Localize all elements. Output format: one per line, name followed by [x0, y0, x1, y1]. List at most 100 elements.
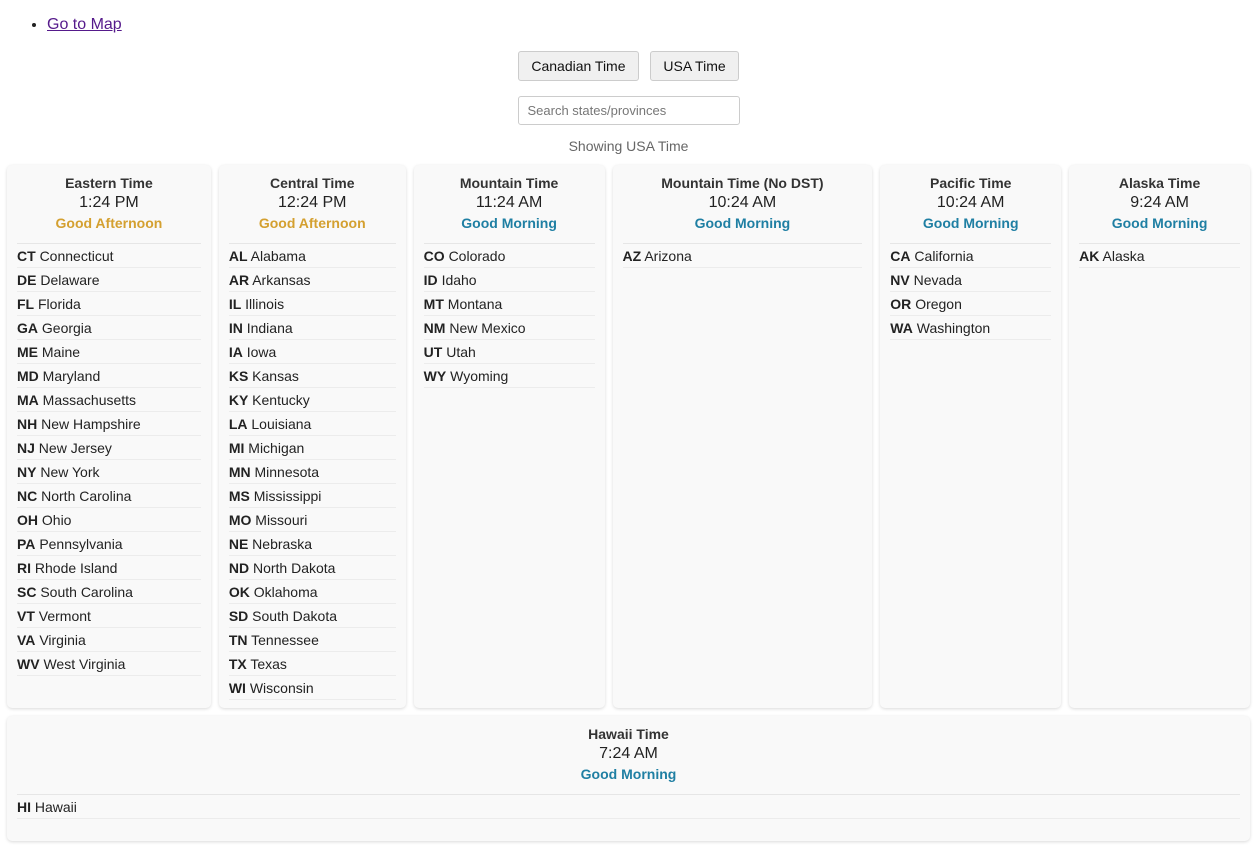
state-name: Montana [447, 296, 503, 312]
zone-name: Pacific Time [929, 175, 1012, 191]
state-item: DE Delaware [17, 268, 201, 292]
state-code: TN [228, 632, 248, 648]
zone-name: Hawaii Time [588, 726, 669, 742]
state-name: Oklahoma [253, 584, 318, 600]
state-code: NE [228, 536, 249, 552]
state-item: OR Oregon [890, 292, 1052, 316]
state-name: Missouri [255, 512, 308, 528]
state-code: VT [17, 608, 35, 624]
state-list: AL Alabama AR Arkansas IL Illinois IN India… [228, 244, 396, 700]
state-name: Wyoming [450, 368, 509, 384]
state-code: AR [228, 272, 250, 288]
canadian-time-button[interactable]: Canadian Time [518, 51, 639, 81]
state-name: Utah [446, 344, 476, 360]
state-item: PA Pennsylvania [17, 532, 201, 556]
state-code: MI [228, 440, 245, 456]
state-item: OH Ohio [17, 508, 201, 532]
state-item: UT Utah [423, 340, 595, 364]
state-item: GA Georgia [17, 316, 201, 340]
zone-greeting: Good Afternoon [17, 215, 201, 244]
state-name: Washington [916, 320, 991, 336]
state-name: Illinois [245, 296, 285, 312]
zone-time: 1:24 PM [79, 194, 139, 211]
state-code: NY [17, 464, 37, 480]
state-code: NM [423, 320, 446, 336]
state-code: OH [17, 512, 38, 528]
state-code: AL [228, 248, 248, 264]
state-name: South Dakota [252, 608, 338, 624]
state-item: RI Rhode Island [17, 556, 201, 580]
state-list: CA California NV Nevada OR Oregon WA Washin… [890, 244, 1052, 340]
state-item: ND North Dakota [228, 556, 396, 580]
state-item: MO Missouri [228, 508, 396, 532]
state-code: OR [890, 296, 912, 312]
state-item: NJ New Jersey [17, 436, 201, 460]
state-code: WV [17, 656, 40, 672]
state-name: New York [40, 464, 100, 480]
state-code: DE [17, 272, 37, 288]
state-name: Hawaii [34, 799, 77, 815]
search-container [0, 96, 1257, 125]
go-to-map-link[interactable]: Go to Map [47, 16, 122, 33]
state-item: IA Iowa [228, 340, 396, 364]
state-code: NV [890, 272, 910, 288]
state-item: MD Maryland [17, 364, 201, 388]
state-code: HI [17, 799, 31, 815]
state-item: NH New Hampshire [17, 412, 201, 436]
state-name: Kentucky [252, 392, 310, 408]
state-item: CO Colorado [423, 244, 595, 268]
country-toggle: Canadian Time USA Time [0, 51, 1257, 81]
state-item: LA Louisiana [228, 412, 396, 436]
state-name: Massachusetts [42, 392, 137, 408]
state-code: WI [228, 680, 246, 696]
state-name: Minnesota [254, 464, 320, 480]
state-code: CO [423, 248, 445, 264]
state-name: Rhode Island [34, 560, 118, 576]
zone-greeting: Good Morning [17, 766, 1240, 795]
state-name: West Virginia [43, 656, 126, 672]
state-item: AR Arkansas [228, 268, 396, 292]
state-code: MD [17, 368, 39, 384]
state-item: SD South Dakota [228, 604, 396, 628]
zone-name: Eastern Time [65, 175, 153, 191]
state-item: WY Wyoming [423, 364, 595, 388]
state-name: Mississippi [253, 488, 322, 504]
state-item: NE Nebraska [228, 532, 396, 556]
state-item: MT Montana [423, 292, 595, 316]
state-code: KS [228, 368, 249, 384]
state-name: New Jersey [38, 440, 112, 456]
state-item: MN Minnesota [228, 460, 396, 484]
state-code: OK [228, 584, 250, 600]
state-name: Idaho [441, 272, 477, 288]
state-name: North Dakota [252, 560, 336, 576]
state-code: MS [228, 488, 250, 504]
zone-time: 11:24 AM [475, 194, 543, 211]
state-item: WA Washington [890, 316, 1052, 340]
timezone-card: Central Time 12:24 PM Good Afternoon AL Ala… [218, 165, 406, 708]
state-name: Florida [38, 296, 81, 312]
state-name: California [914, 248, 974, 264]
state-name: Delaware [40, 272, 100, 288]
search-input[interactable] [517, 96, 740, 125]
state-name: Indiana [246, 320, 293, 336]
state-item: KY Kentucky [228, 388, 396, 412]
state-item: MS Mississippi [228, 484, 396, 508]
state-list: HI Hawaii [17, 795, 1240, 819]
state-name: Oregon [915, 296, 962, 312]
state-item: IN Indiana [228, 316, 396, 340]
timezone-card: Pacific Time 10:24 AM Good Morning CA Calif… [880, 165, 1062, 708]
zone-greeting: Good Morning [622, 215, 863, 244]
zone-name: Central Time [269, 175, 355, 191]
state-name: New Mexico [449, 320, 526, 336]
state-code: IN [228, 320, 243, 336]
zone-greeting: Good Afternoon [228, 215, 396, 244]
state-name: Vermont [38, 608, 91, 624]
usa-time-button[interactable]: USA Time [650, 51, 739, 81]
state-name: Virginia [39, 632, 86, 648]
state-name: Pennsylvania [39, 536, 123, 552]
state-code: CA [890, 248, 911, 264]
state-item: TN Tennessee [228, 628, 396, 652]
state-item: AK Alaska [1079, 244, 1240, 268]
state-code: WA [890, 320, 913, 336]
zone-greeting: Good Morning [1079, 215, 1240, 244]
